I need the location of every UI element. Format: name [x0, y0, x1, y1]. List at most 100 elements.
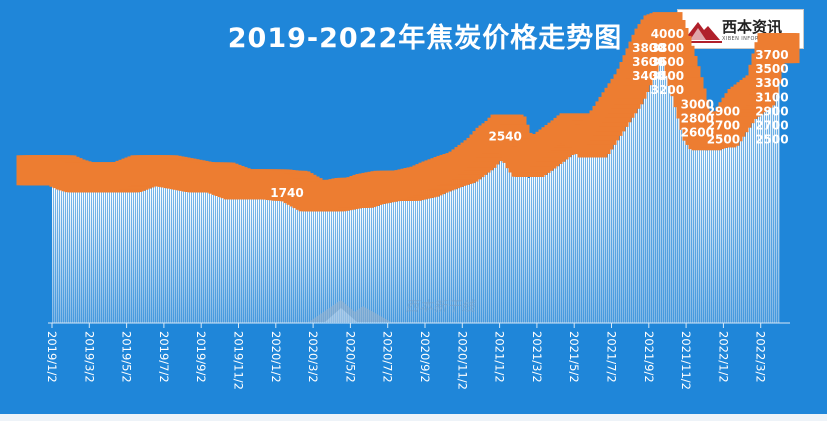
price-bar: [498, 152, 500, 323]
x-tick-label: 2022/1/2: [716, 331, 730, 383]
price-bar: [260, 199, 262, 323]
price-bar: [380, 202, 382, 323]
price-bar: [430, 194, 432, 323]
price-bar: [236, 198, 238, 323]
price-bar: [118, 192, 120, 323]
price-bar: [68, 188, 70, 323]
price-bar: [314, 211, 316, 323]
price-bar: [352, 207, 354, 323]
price-bar: [716, 147, 718, 323]
price-bar: [284, 200, 286, 323]
price-bar: [294, 200, 296, 323]
price-bar: [516, 158, 518, 323]
price-bar: [416, 198, 418, 323]
price-bar: [530, 176, 532, 323]
price-bar: [582, 146, 584, 323]
price-bar: [694, 128, 696, 323]
price-bar: [310, 209, 312, 323]
price-bar: [74, 190, 76, 323]
price-bar: [218, 192, 220, 323]
price-bar: [552, 160, 554, 323]
price-bar: [384, 201, 386, 323]
price-bar: [264, 199, 266, 323]
price-bar: [98, 192, 100, 323]
price-bar: [228, 195, 230, 323]
price-bar: [624, 111, 626, 323]
price-bar: [628, 105, 630, 323]
price-bar: [66, 187, 68, 323]
price-bar: [468, 178, 470, 323]
price-bar: [512, 147, 514, 323]
price-bar: [480, 169, 482, 323]
price-bar: [604, 141, 606, 323]
price-bar: [160, 185, 162, 323]
x-tick-label: 2019/5/2: [120, 331, 134, 383]
data-label: 3800: [651, 41, 684, 55]
price-bar: [152, 185, 154, 323]
price-bar: [146, 185, 148, 323]
price-bar: [194, 191, 196, 323]
x-tick-label: 2019/11/2: [232, 331, 246, 390]
price-bar: [612, 129, 614, 323]
price-bar: [766, 85, 768, 323]
price-bar: [382, 201, 384, 323]
price-bar: [116, 192, 118, 323]
price-bar: [506, 144, 508, 323]
price-bar: [410, 200, 412, 323]
price-bar: [256, 199, 258, 323]
price-bar: [668, 43, 670, 323]
price-bar: [224, 193, 226, 323]
price-bar: [372, 203, 374, 323]
price-bar: [210, 192, 212, 323]
price-bar: [322, 211, 324, 323]
data-label-box: [769, 33, 800, 64]
price-bar: [148, 185, 150, 323]
price-bar: [176, 187, 178, 323]
price-bar: [760, 105, 762, 323]
x-tick-label: 2021/11/2: [679, 331, 693, 390]
price-bar: [666, 42, 668, 323]
price-bar: [306, 207, 308, 323]
price-bar: [568, 148, 570, 323]
price-bar: [660, 44, 662, 324]
price-bar: [440, 190, 442, 323]
price-bar: [566, 150, 568, 323]
price-bar: [562, 153, 564, 323]
price-bar: [710, 148, 712, 323]
price-bar: [304, 206, 306, 323]
price-bar: [484, 165, 486, 323]
data-label: 2700: [707, 118, 740, 132]
price-bar: [432, 193, 434, 323]
data-label: 3600: [651, 55, 684, 69]
price-bar: [90, 192, 92, 323]
price-bar: [572, 145, 574, 323]
data-label: 2800: [681, 111, 714, 125]
price-bar: [600, 147, 602, 323]
price-bar: [708, 149, 710, 323]
price-bar: [398, 200, 400, 323]
price-bar: [648, 61, 650, 324]
price-bar: [476, 172, 478, 323]
price-bar: [266, 199, 268, 323]
price-bar: [540, 169, 542, 323]
data-label: 4000: [651, 27, 684, 41]
price-bar: [192, 190, 194, 323]
price-bar: [444, 188, 446, 323]
data-label: 3000: [681, 97, 714, 111]
price-bar: [482, 167, 484, 323]
price-bar: [616, 123, 618, 323]
price-bar: [458, 183, 460, 323]
bar-series: [52, 42, 780, 324]
price-bar: [166, 185, 168, 323]
price-bar: [374, 203, 376, 323]
data-label: 3400: [632, 69, 665, 83]
price-bar: [454, 185, 456, 323]
price-bar: [162, 185, 164, 323]
price-bar: [564, 151, 566, 323]
price-bar: [764, 92, 766, 323]
price-bar: [248, 199, 250, 323]
price-bar: [754, 110, 756, 323]
price-bar: [588, 152, 590, 323]
price-bar: [258, 199, 260, 323]
price-bar: [222, 193, 224, 323]
